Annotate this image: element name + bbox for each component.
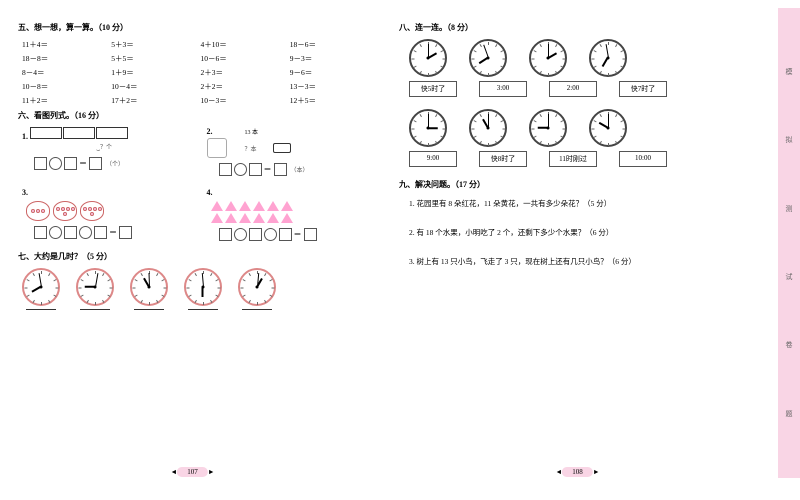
op-box[interactable] (49, 226, 62, 239)
circle-group (26, 201, 50, 221)
circle-group (53, 201, 77, 221)
q2: 2. 有 18 个水果，小明吃了 2 个，还剩下多少个水果？（6 分） (409, 227, 752, 238)
match-label[interactable]: 11时刚过 (549, 151, 597, 167)
clock-icon (184, 268, 222, 306)
ans-box[interactable] (64, 226, 77, 239)
q1: 1. 花园里有 8 朵红花，11 朵黄花，一共有多少朵花？（5 分） (409, 198, 752, 209)
unit: （本） (291, 165, 309, 174)
clock-icon (589, 109, 627, 147)
ans-box[interactable] (304, 228, 317, 241)
q3: 3. 树上有 13 只小鸟，飞走了 3 只，现在树上还有几只小鸟？（6 分） (409, 256, 752, 267)
cube-icon (63, 127, 95, 139)
match-label[interactable]: 3:00 (479, 81, 527, 97)
ans-box[interactable] (64, 157, 77, 170)
answer-line[interactable] (80, 309, 110, 310)
calc-cell: 9－3＝ (290, 53, 371, 64)
brace: ⏟？个 (22, 142, 187, 152)
ans-box[interactable] (279, 228, 292, 241)
clock-icon (589, 39, 627, 77)
calc-cell: 8－4＝ (22, 67, 103, 78)
calc-cell: 11＋4＝ (22, 39, 103, 50)
ans-box[interactable] (34, 157, 47, 170)
calc-cell: 13－3＝ (290, 81, 371, 92)
answer-line[interactable] (134, 309, 164, 310)
page-num-r: ◄108► (555, 468, 599, 476)
match-label[interactable]: 快5时了 (409, 81, 457, 97)
ans-box[interactable] (249, 228, 262, 241)
clock-icon (238, 268, 276, 306)
unit: （个） (106, 159, 124, 168)
p4-num: 4. (207, 188, 213, 197)
calc-cell: 2＋3＝ (201, 67, 282, 78)
calc-cell: 5＋5＝ (111, 53, 192, 64)
p3-num: 3. (22, 188, 28, 197)
op-box[interactable] (234, 228, 247, 241)
answer-line[interactable] (26, 309, 56, 310)
calc-cell: 2＋2＝ (201, 81, 282, 92)
calc-cell: 12＋5＝ (290, 95, 371, 106)
clock-icon (469, 109, 507, 147)
op-box[interactable] (49, 157, 62, 170)
calc-cell: 1＋9＝ (111, 67, 192, 78)
match-label[interactable]: 快7时了 (619, 81, 667, 97)
calc-cell: 5＋3＝ (111, 39, 192, 50)
calc-cell: 9－6＝ (290, 67, 371, 78)
clock-icon (469, 39, 507, 77)
calc-cell: 17＋2＝ (111, 95, 192, 106)
p2-q: ？本 (245, 144, 257, 153)
ans-box[interactable] (274, 163, 287, 176)
sec8-h: 八、连一连。（8 分） (399, 22, 752, 33)
sidebar-tab: 模拟测试卷题 (778, 8, 800, 478)
calc-cell: 10－3＝ (201, 95, 282, 106)
calc-cell: 18－8＝ (22, 53, 103, 64)
cube-icon (96, 127, 128, 139)
p1-num: 1. (22, 132, 28, 141)
clock-icon (529, 39, 567, 77)
ans-box[interactable] (119, 226, 132, 239)
ans-box[interactable] (89, 157, 102, 170)
cube-icon (30, 127, 62, 139)
books-icon (273, 143, 291, 153)
match-label[interactable]: 10:00 (619, 151, 667, 167)
answer-line[interactable] (242, 309, 272, 310)
p2-num: 2. (207, 127, 213, 136)
clock-icon (529, 109, 567, 147)
answer-line[interactable] (188, 309, 218, 310)
calc-cell: 10－4＝ (111, 81, 192, 92)
clock-icon (409, 39, 447, 77)
bag-icon (207, 138, 227, 158)
clock-icon (22, 268, 60, 306)
p2-total: 13 本 (245, 130, 259, 136)
calc-cell: 4＋10＝ (201, 39, 282, 50)
page-num-l: ◄107► (170, 468, 214, 476)
sec9-h: 九、解决问题。（17 分） (399, 179, 752, 190)
triangle-group (211, 201, 301, 223)
op-box[interactable] (234, 163, 247, 176)
match-label[interactable]: 快8时了 (479, 151, 527, 167)
ans-box[interactable] (219, 163, 232, 176)
calc-grid: 11＋4＝ 5＋3＝ 4＋10＝ 18－6＝ 18－8＝ 5＋5＝ 10－6＝ 9－3＝ 8－4… (22, 39, 371, 106)
clock-icon (76, 268, 114, 306)
op-box[interactable] (79, 226, 92, 239)
calc-cell: 11＋2＝ (22, 95, 103, 106)
sec7-h: 七、大约是几时？（5 分） (18, 251, 371, 262)
clock-icon (409, 109, 447, 147)
calc-cell: 18－6＝ (290, 39, 371, 50)
ans-box[interactable] (249, 163, 262, 176)
sec5-h: 五、想一想，算一算。（10 分） (18, 22, 371, 33)
ans-box[interactable] (219, 228, 232, 241)
calc-cell: 10－6＝ (201, 53, 282, 64)
op-box[interactable] (264, 228, 277, 241)
calc-cell: 10－8＝ (22, 81, 103, 92)
match-label[interactable]: 2:00 (549, 81, 597, 97)
ans-box[interactable] (94, 226, 107, 239)
circle-group (80, 201, 104, 221)
match-label[interactable]: 9:00 (409, 151, 457, 167)
clock-icon (130, 268, 168, 306)
sec6-h: 六、看图列式。（16 分） (18, 110, 371, 121)
ans-box[interactable] (34, 226, 47, 239)
